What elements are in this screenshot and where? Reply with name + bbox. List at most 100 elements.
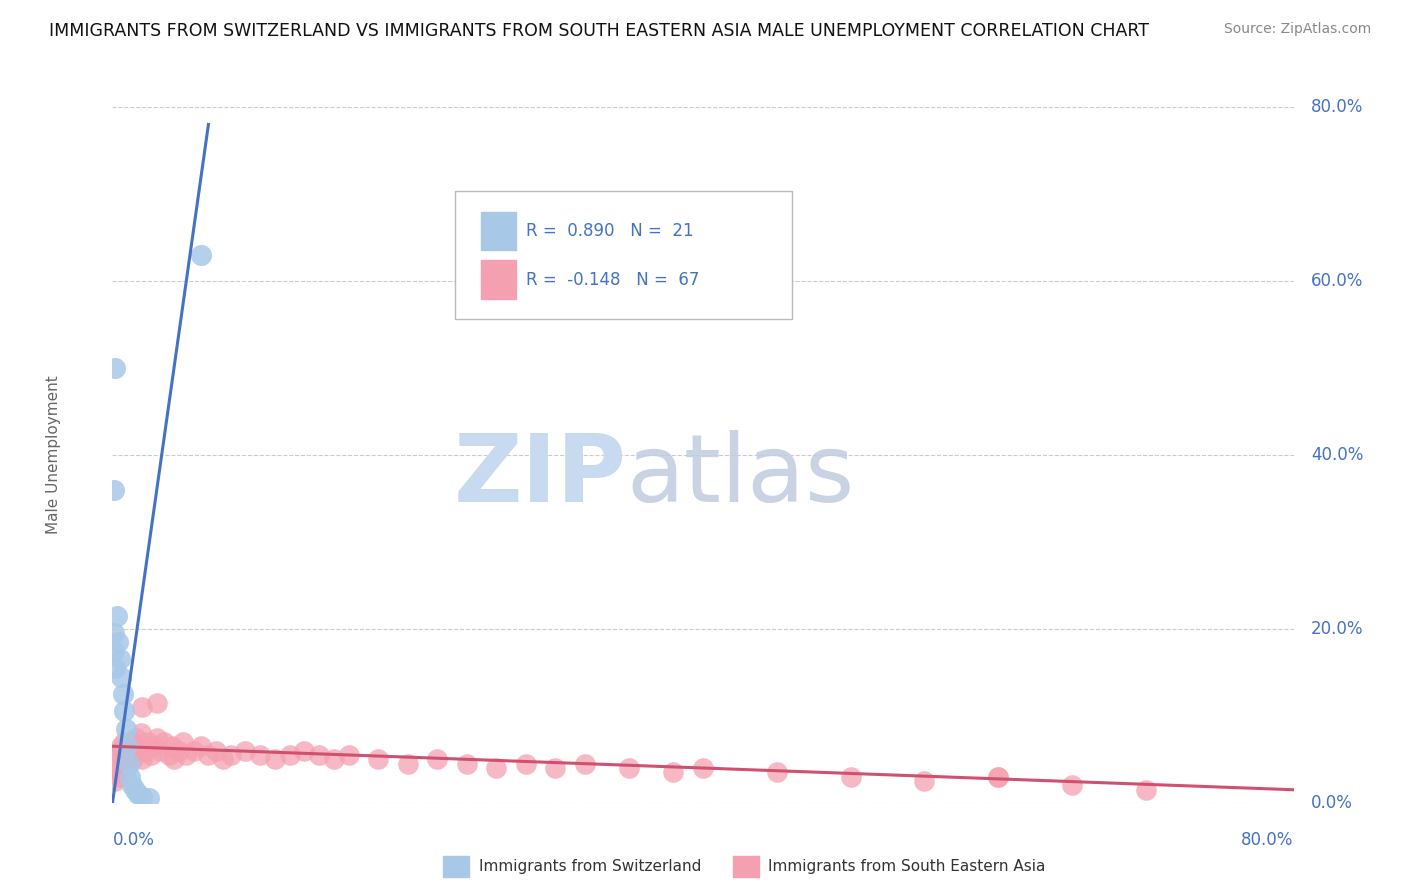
- Point: [117, 739, 138, 754]
- Text: Male Unemployment: Male Unemployment: [46, 376, 60, 534]
- Point: [987, 770, 1010, 784]
- Point: [120, 770, 142, 784]
- Point: [107, 765, 129, 780]
- Point: [278, 747, 301, 762]
- Point: [129, 726, 152, 740]
- Point: [174, 747, 197, 762]
- Point: [149, 744, 172, 758]
- Point: [108, 744, 131, 758]
- Point: [172, 735, 194, 749]
- Point: [120, 747, 142, 762]
- Point: [183, 744, 205, 758]
- Point: [112, 735, 135, 749]
- Point: [124, 782, 146, 797]
- Text: 60.0%: 60.0%: [1312, 272, 1364, 290]
- Point: [139, 747, 162, 762]
- FancyBboxPatch shape: [456, 191, 792, 319]
- Point: [142, 739, 165, 754]
- Point: [124, 739, 146, 754]
- Text: 0.0%: 0.0%: [112, 830, 155, 848]
- Point: [127, 787, 149, 801]
- Point: [110, 670, 132, 684]
- Bar: [733, 856, 758, 877]
- Text: 40.0%: 40.0%: [1312, 446, 1364, 464]
- Point: [456, 756, 478, 771]
- Point: [692, 761, 714, 775]
- Point: [105, 747, 128, 762]
- Point: [190, 248, 212, 262]
- Point: [619, 761, 641, 775]
- Text: R =  0.890   N =  21: R = 0.890 N = 21: [526, 222, 693, 240]
- Point: [515, 756, 537, 771]
- Point: [157, 747, 180, 762]
- Point: [574, 756, 596, 771]
- Point: [160, 739, 183, 754]
- Point: [367, 752, 389, 766]
- Point: [107, 635, 129, 649]
- Text: R =  -0.148   N =  67: R = -0.148 N = 67: [526, 270, 699, 289]
- Point: [219, 747, 242, 762]
- Point: [104, 774, 127, 789]
- Point: [987, 770, 1010, 784]
- Point: [197, 747, 219, 762]
- Point: [112, 705, 135, 719]
- Point: [1135, 782, 1157, 797]
- Point: [128, 744, 150, 758]
- Point: [323, 752, 346, 766]
- Point: [308, 747, 330, 762]
- Point: [426, 752, 449, 766]
- Point: [131, 789, 153, 804]
- Bar: [443, 856, 470, 877]
- Point: [118, 756, 141, 771]
- Point: [396, 756, 419, 771]
- Point: [111, 752, 134, 766]
- Point: [839, 770, 862, 784]
- Point: [205, 744, 228, 758]
- Point: [117, 761, 138, 775]
- Text: 80.0%: 80.0%: [1241, 830, 1294, 848]
- Point: [485, 761, 508, 775]
- Text: Immigrants from Switzerland: Immigrants from Switzerland: [478, 859, 702, 874]
- Point: [662, 765, 685, 780]
- Point: [114, 756, 136, 771]
- Point: [121, 735, 143, 749]
- Text: Source: ZipAtlas.com: Source: ZipAtlas.com: [1223, 22, 1371, 37]
- Point: [104, 360, 127, 375]
- Point: [103, 626, 125, 640]
- Point: [914, 774, 936, 789]
- Point: [125, 731, 148, 745]
- Point: [163, 752, 186, 766]
- Point: [117, 744, 138, 758]
- Text: 80.0%: 80.0%: [1312, 98, 1364, 116]
- Point: [134, 744, 156, 758]
- Point: [121, 778, 143, 792]
- Point: [153, 735, 176, 749]
- Point: [1062, 778, 1084, 792]
- Text: ZIP: ZIP: [453, 430, 626, 522]
- Text: 20.0%: 20.0%: [1312, 620, 1364, 638]
- Point: [146, 731, 169, 745]
- Point: [138, 791, 160, 805]
- Point: [111, 687, 134, 701]
- Text: atlas: atlas: [626, 430, 855, 522]
- Point: [233, 744, 256, 758]
- Point: [212, 752, 235, 766]
- Point: [103, 761, 125, 775]
- Point: [146, 696, 169, 710]
- Text: 0.0%: 0.0%: [1312, 794, 1353, 812]
- Bar: [481, 260, 516, 299]
- Point: [103, 643, 125, 657]
- Point: [190, 739, 212, 754]
- Point: [292, 744, 315, 758]
- Point: [108, 652, 131, 666]
- Point: [136, 735, 159, 749]
- Text: IMMIGRANTS FROM SWITZERLAND VS IMMIGRANTS FROM SOUTH EASTERN ASIA MALE UNEMPLOYM: IMMIGRANTS FROM SWITZERLAND VS IMMIGRANT…: [49, 22, 1149, 40]
- Point: [104, 661, 127, 675]
- Point: [114, 722, 136, 736]
- Point: [103, 483, 125, 497]
- Point: [249, 747, 271, 762]
- Point: [167, 744, 190, 758]
- Point: [264, 752, 287, 766]
- Point: [544, 761, 567, 775]
- Point: [108, 770, 131, 784]
